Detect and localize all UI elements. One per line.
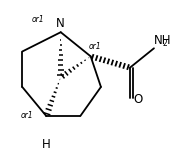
Text: 2: 2 bbox=[163, 39, 168, 48]
Text: N: N bbox=[56, 17, 65, 30]
Text: H: H bbox=[42, 138, 51, 152]
Text: O: O bbox=[134, 93, 143, 106]
Text: or1: or1 bbox=[20, 111, 33, 120]
Text: or1: or1 bbox=[31, 15, 44, 24]
Text: NH: NH bbox=[154, 34, 172, 47]
Text: or1: or1 bbox=[89, 42, 102, 51]
